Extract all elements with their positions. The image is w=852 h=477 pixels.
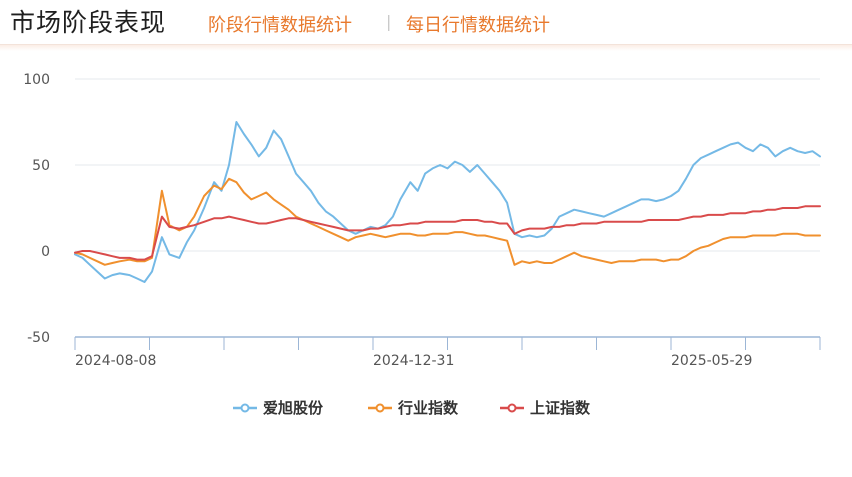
y-tick-label: 0 [41, 244, 50, 260]
tab-separator: | [386, 12, 392, 31]
legend-label[interactable]: 爱旭股份 [263, 399, 324, 417]
x-tick-label: 2024-12-31 [373, 353, 454, 369]
page-title: 市场阶段表现 [10, 8, 167, 37]
series-line-1 [74, 121, 821, 283]
tab-daily-stats[interactable]: 每日行情数据统计 [406, 15, 550, 36]
header-shadow [0, 45, 852, 51]
series-line-2 [74, 177, 821, 266]
y-tick-label: 50 [32, 158, 50, 174]
legend: 爱旭股份 行业指数 上证指数 [233, 399, 591, 417]
legend-marker [240, 403, 250, 413]
x-tick-label: 2025-05-29 [671, 353, 752, 369]
legend-marker [375, 403, 385, 413]
series-line-3 [74, 205, 821, 261]
legend-marker [507, 403, 517, 413]
y-tick-label: -50 [27, 330, 50, 346]
gridlines [75, 78, 820, 252]
y-tick-label: 100 [23, 72, 50, 88]
axes: 100 50 0 -50 2024-08-08 2024-12-31 2025-05-29 [23, 72, 821, 369]
legend-label[interactable]: 上证指数 [530, 399, 591, 417]
series-lines [74, 121, 821, 283]
x-tick-label: 2024-08-08 [75, 353, 156, 369]
header-bar: 市场阶段表现 阶段行情数据统计 | 每日行情数据统计 [0, 0, 852, 45]
tab-stage-stats[interactable]: 阶段行情数据统计 [208, 15, 352, 36]
legend-label[interactable]: 行业指数 [397, 399, 459, 417]
